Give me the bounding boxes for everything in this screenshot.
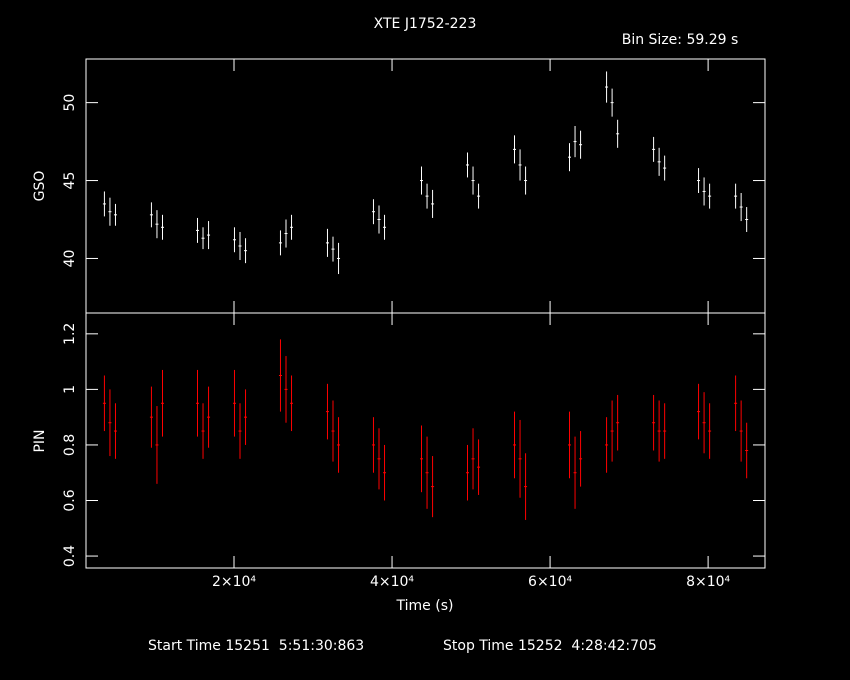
y-tick-label: 1 [62, 385, 78, 394]
plot-frame [85, 312, 766, 569]
y-tick-label: 40 [62, 250, 78, 268]
x-tick-label: 4×10⁴ [370, 574, 414, 590]
y-axis-label: PIN [32, 429, 48, 452]
x-axis-label: Time (s) [396, 598, 454, 614]
y-tick-label: 45 [62, 172, 78, 190]
chart-title: XTE J1752-223 [374, 16, 477, 32]
y-tick-label: 50 [62, 94, 78, 112]
plot-frame [85, 58, 766, 314]
y-tick-label: 0.4 [62, 545, 78, 567]
start-time: Start Time 15251 5:51:30:863 [148, 638, 364, 654]
x-tick-label: 6×10⁴ [528, 574, 572, 590]
bin-size: Bin Size: 59.29 s [622, 32, 739, 48]
y-tick-label: 0.6 [62, 489, 78, 511]
y-tick-label: 0.8 [62, 434, 78, 456]
x-tick-label: 2×10⁴ [212, 574, 256, 590]
x-tick-label: 8×10⁴ [686, 574, 730, 590]
stop-time: Stop Time 15252 4:28:42:705 [443, 638, 657, 654]
y-axis-label: GSO [32, 171, 48, 202]
y-tick-label: 1.2 [62, 323, 78, 345]
